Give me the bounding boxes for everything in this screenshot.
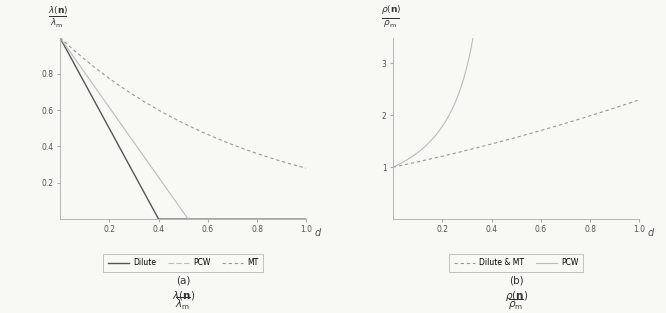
Text: $\lambda(\mathbf{n})$: $\lambda(\mathbf{n})$ bbox=[48, 4, 68, 16]
Text: $\overline{\rho_{\mathrm{m}}}$: $\overline{\rho_{\mathrm{m}}}$ bbox=[508, 298, 524, 312]
Legend: Dilute, PCW, MT: Dilute, PCW, MT bbox=[103, 254, 263, 272]
Text: (a): (a) bbox=[176, 275, 190, 285]
Text: $\rho(\mathbf{n})$: $\rho(\mathbf{n})$ bbox=[505, 289, 527, 303]
Text: $\overline{\;\rho_{\mathrm{m}}\;}$: $\overline{\;\rho_{\mathrm{m}}\;}$ bbox=[380, 16, 400, 30]
Legend: Dilute & MT, PCW: Dilute & MT, PCW bbox=[450, 254, 583, 272]
Text: $d$: $d$ bbox=[647, 226, 655, 239]
Text: $d$: $d$ bbox=[314, 226, 322, 239]
Text: $\overline{\;\lambda_{\mathrm{m}}\;}$: $\overline{\;\lambda_{\mathrm{m}}\;}$ bbox=[48, 15, 66, 30]
Text: $\lambda(\mathbf{n})$: $\lambda(\mathbf{n})$ bbox=[172, 290, 194, 302]
Text: $\overline{\lambda_{\mathrm{m}}}$: $\overline{\lambda_{\mathrm{m}}}$ bbox=[175, 296, 191, 312]
Text: $\rho(\mathbf{n})$: $\rho(\mathbf{n})$ bbox=[380, 3, 401, 16]
Text: (b): (b) bbox=[509, 275, 523, 285]
